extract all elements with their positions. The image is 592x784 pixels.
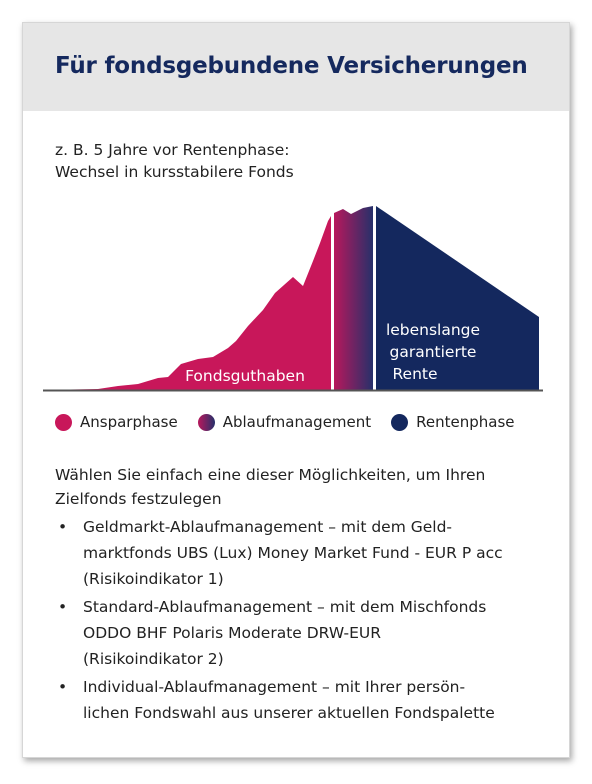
pension-label-line-2: garantierte [390, 343, 477, 361]
info-card: Für fondsgebundene Versicherungen z. B. … [22, 22, 570, 758]
option-line: (Risikoindikator 2) [83, 650, 224, 668]
intro-line-2: Zielfonds festzulegen [55, 490, 222, 508]
option-line: lichen Fondswahl aus unserer aktuellen F… [83, 704, 495, 722]
legend-item-management: Ablaufmanagement [197, 413, 372, 431]
list-item: • Geldmarkt-Ablaufmanagement – mit dem G… [55, 514, 503, 592]
intro-text: Wählen Sie einfach eine dieser Möglichke… [55, 463, 545, 511]
accumulation-label: Fondsguthaben [185, 367, 305, 385]
bullet-icon: • [58, 678, 68, 696]
option-line: ODDO BHF Polaris Moderate DRW-EUR [83, 624, 382, 642]
magenta-dot-icon [55, 413, 72, 431]
bullet-icon: • [58, 598, 68, 616]
list-item: • Individual-Ablaufmanagement – mit Ihre… [55, 674, 503, 726]
chart-caption: z. B. 5 Jahre vor Rentenphase: Wechsel i… [55, 139, 294, 183]
option-line: marktfonds UBS (Lux) Money Market Fund -… [83, 544, 503, 562]
navy-dot-icon [391, 413, 409, 431]
card-header: Für fondsgebundene Versicherungen [23, 23, 569, 111]
card-title: Für fondsgebundene Versicherungen [55, 53, 528, 79]
legend-label: Ansparphase [80, 413, 178, 431]
bullet-icon: • [58, 518, 68, 536]
legend: Ansparphase Ablaufmanagement Rentenphase [55, 411, 535, 433]
legend-label: Ablaufmanagement [222, 413, 372, 431]
list-item: • Standard-Ablaufmanagement – mit dem Mi… [55, 594, 503, 672]
option-line: Individual-Ablaufmanagement – mit Ihrer … [83, 678, 466, 696]
legend-item-pension: Rentenphase [391, 413, 515, 431]
legend-item-accumulation: Ansparphase [55, 413, 178, 431]
intro-line-1: Wählen Sie einfach eine dieser Möglichke… [55, 466, 486, 484]
pension-label-line-3: Rente [392, 365, 437, 383]
chart-caption-line-2: Wechsel in kursstabilere Fonds [55, 163, 294, 181]
pension-area [376, 206, 539, 390]
chart-caption-line-1: z. B. 5 Jahre vor Rentenphase: [55, 141, 290, 159]
option-line: (Risikoindikator 1) [83, 570, 224, 588]
option-line: Geldmarkt-Ablaufmanagement – mit dem Gel… [83, 518, 453, 536]
accumulation-area [43, 216, 331, 390]
phase-diagram: Fondsguthaben lebenslange garantierte Re… [43, 206, 543, 392]
management-area [334, 206, 373, 390]
options-list: • Geldmarkt-Ablaufmanagement – mit dem G… [55, 514, 503, 728]
legend-label: Rentenphase [416, 413, 515, 431]
option-line: Standard-Ablaufmanagement – mit dem Misc… [83, 598, 487, 616]
pension-label-line-1: lebenslange [386, 321, 480, 339]
gradient-dot-icon [197, 413, 215, 431]
